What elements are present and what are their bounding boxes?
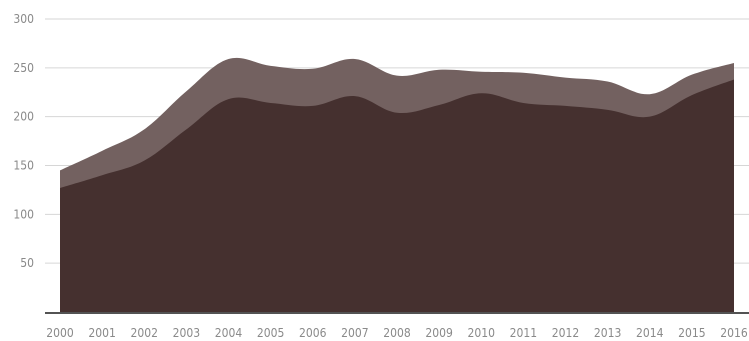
y-tick-label: 300 — [13, 12, 34, 26]
area-series-1 — [60, 79, 734, 312]
x-tick-label: 2008 — [383, 326, 411, 340]
y-tick-label: 50 — [20, 256, 34, 270]
y-tick-label: 100 — [13, 207, 34, 221]
x-tick-label: 2006 — [299, 326, 327, 340]
x-tick-label: 2007 — [341, 326, 368, 340]
x-tick-label: 2005 — [257, 326, 284, 340]
x-tick-label: 2011 — [510, 326, 537, 340]
x-tick-label: 2003 — [173, 326, 200, 340]
x-tick-label: 2004 — [215, 326, 243, 340]
x-tick-label: 2010 — [468, 326, 496, 340]
x-tick-label: 2014 — [636, 326, 664, 340]
y-axis-tick-labels: 50 100 150 200 250 300 — [13, 12, 34, 270]
x-tick-label: 2001 — [88, 326, 115, 340]
y-tick-label: 200 — [13, 110, 34, 124]
y-tick-label: 150 — [13, 159, 34, 173]
x-tick-label: 2015 — [678, 326, 705, 340]
x-axis-tick-labels: 2000 2001 2002 2003 2004 2005 2006 2007 2008 2009… — [46, 326, 748, 340]
x-tick-label: 2002 — [131, 326, 158, 340]
x-tick-label: 2000 — [46, 326, 74, 340]
y-tick-label: 250 — [13, 61, 34, 75]
x-tick-label: 2009 — [425, 326, 453, 340]
x-tick-label: 2012 — [552, 326, 579, 340]
area-series-group — [60, 57, 734, 312]
x-tick-label: 2016 — [720, 326, 748, 340]
x-tick-label: 2013 — [594, 326, 621, 340]
